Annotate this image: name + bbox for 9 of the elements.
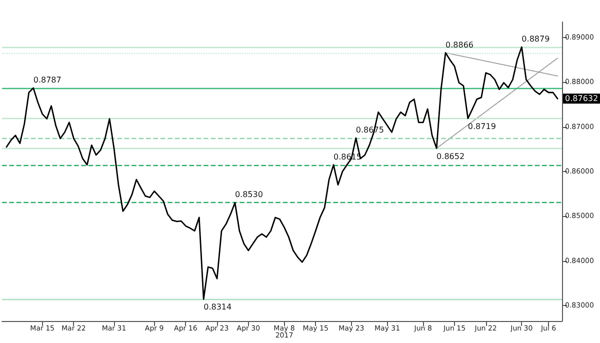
line-series (6, 46, 558, 300)
annotation: 0.8719 (468, 122, 496, 131)
annotation: 0.8879 (522, 34, 550, 44)
annotation: 0.8787 (33, 76, 62, 85)
annotation: 0.8314 (204, 302, 232, 312)
annotation: 0.8652 (436, 152, 465, 161)
annotation: 0.8866 (446, 40, 474, 50)
annotation: 0.8530 (234, 190, 263, 200)
text: 0.87632 (565, 94, 598, 104)
